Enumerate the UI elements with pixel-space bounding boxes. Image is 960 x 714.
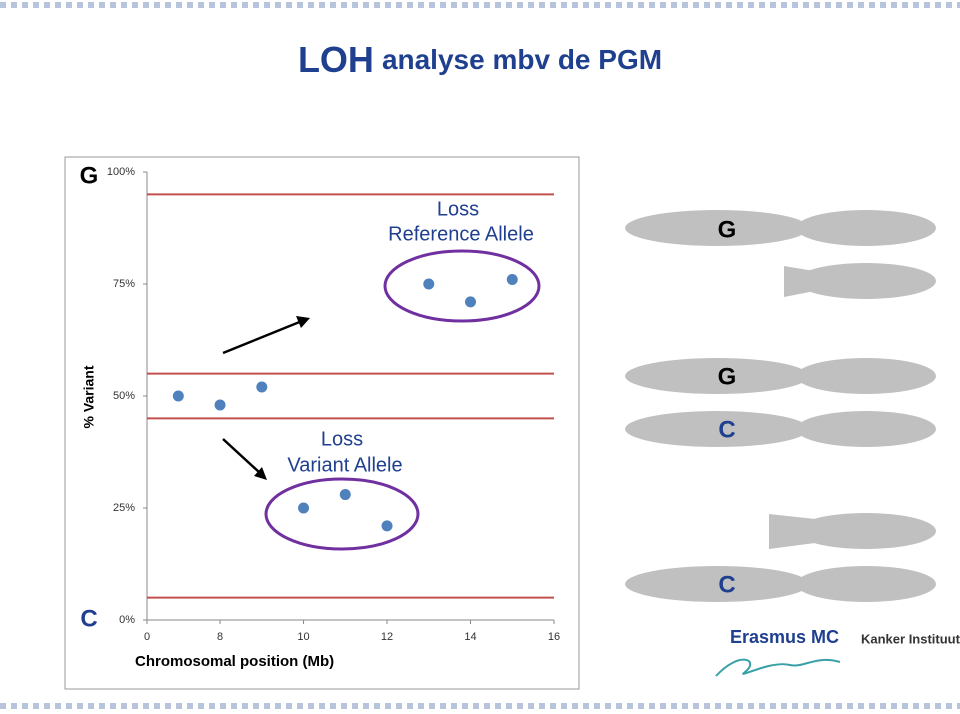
logo-text: Erasmus MC <box>730 627 839 647</box>
chromatid <box>625 411 809 447</box>
data-point <box>506 274 518 286</box>
data-point <box>298 502 310 514</box>
slide-title: LOH analyse mbv de PGM <box>298 39 662 80</box>
chart-frame <box>64 156 580 690</box>
chromatid <box>625 566 809 602</box>
x-tick-label: 14 <box>464 631 476 643</box>
highlight-ellipse <box>383 249 541 323</box>
x-tick-label: 10 <box>297 631 309 643</box>
x-tick-label: 16 <box>548 631 560 643</box>
logo-signature <box>715 658 841 677</box>
x-tick-label: 0 <box>144 631 150 643</box>
title-lead: LOH <box>298 39 374 80</box>
allele-label: G <box>718 216 737 243</box>
annotation: Variant Allele <box>287 454 402 476</box>
allele-label: C <box>718 416 735 443</box>
y-tick-label: 25% <box>113 502 135 514</box>
chromosomes <box>625 210 936 602</box>
y-tick-label: 50% <box>113 390 135 402</box>
logo-text: Kanker Instituut <box>861 631 960 646</box>
data-point <box>465 296 477 308</box>
chromatid <box>625 358 809 394</box>
highlight-ellipse <box>264 477 420 551</box>
arrowhead <box>254 467 267 480</box>
chromatid-stub <box>769 514 815 549</box>
chromatid <box>625 210 809 246</box>
arrow <box>222 438 261 474</box>
chromatid <box>796 210 936 246</box>
allele-label: G <box>718 363 737 390</box>
chromatid <box>796 263 936 299</box>
data-point <box>339 489 351 501</box>
top-allele: G <box>80 162 99 189</box>
annotation: Loss <box>321 428 363 450</box>
y-tick-label: 75% <box>113 278 135 290</box>
data-point <box>214 399 226 411</box>
chromatid <box>796 513 936 549</box>
annotation: Loss <box>437 198 479 220</box>
arrowhead <box>296 316 310 328</box>
bottom-allele: C <box>80 605 97 632</box>
data-point <box>256 381 268 393</box>
title-rest: analyse mbv de PGM <box>382 44 662 75</box>
y-tick-label: 100% <box>107 166 135 178</box>
data-point <box>381 520 393 532</box>
y-tick-label: 0% <box>119 614 135 626</box>
data-point <box>423 278 435 290</box>
x-tick-label: 12 <box>381 631 393 643</box>
x-axis-label: Chromosomal position (Mb) <box>135 653 334 670</box>
x-tick-label: 8 <box>217 631 223 643</box>
data-point <box>172 390 184 402</box>
chromatid <box>796 566 936 602</box>
chromatid <box>796 358 936 394</box>
annotation: Reference Allele <box>388 223 534 245</box>
allele-label: C <box>718 571 735 598</box>
chromatid <box>796 411 936 447</box>
arrow <box>222 319 303 355</box>
y-axis-label: % Variant <box>81 365 97 428</box>
